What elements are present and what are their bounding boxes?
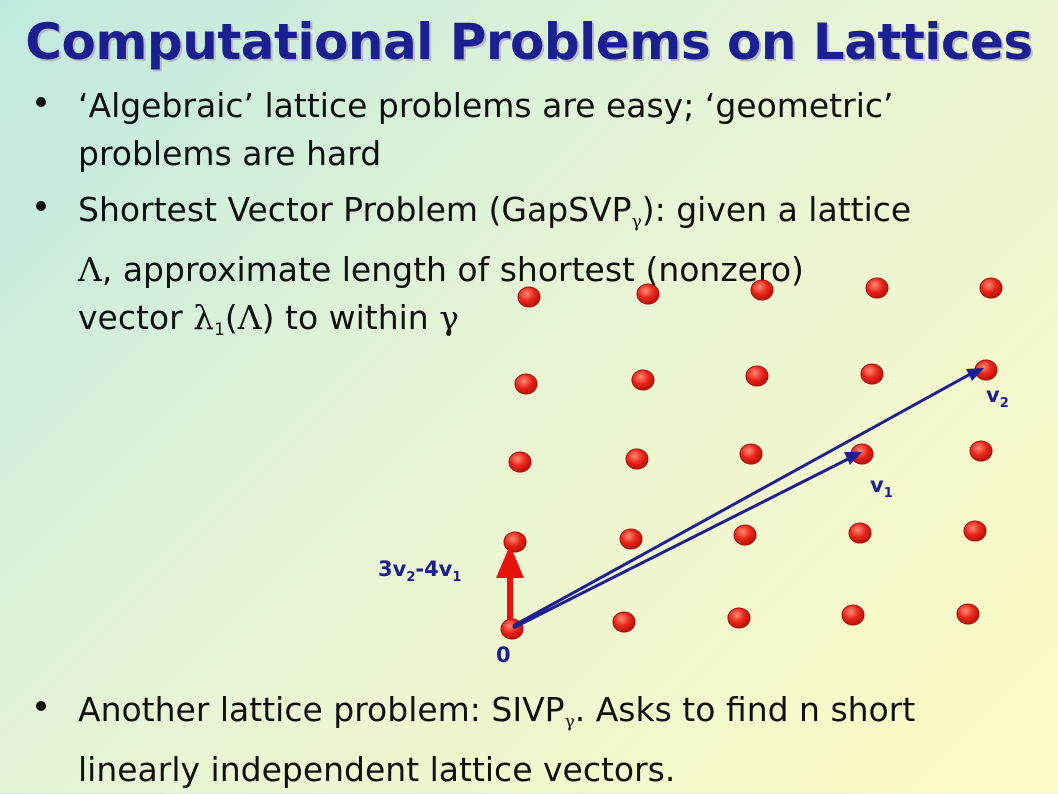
lattice-point bbox=[508, 451, 532, 473]
bullet-line: vector λ1(Λ) to within γ bbox=[78, 294, 1036, 354]
bullet-text: ): given a lattice bbox=[641, 190, 912, 229]
label-origin: 0 bbox=[496, 643, 511, 667]
subscript: 1 bbox=[214, 320, 225, 340]
lattice-point bbox=[727, 607, 751, 629]
label-combination: 3v2-4v1 bbox=[378, 557, 461, 585]
lattice-point bbox=[969, 440, 993, 462]
gamma-subscript: γ bbox=[564, 712, 575, 732]
bullet-text: ) to within bbox=[261, 298, 440, 337]
bullet-line: Another lattice problem: SIVPγ. Asks to … bbox=[78, 686, 1036, 746]
bullet-line: Shortest Vector Problem (GapSVPγ): given… bbox=[78, 186, 1036, 246]
lattice-point bbox=[979, 277, 1003, 299]
lambda-symbol: Λ bbox=[237, 298, 262, 337]
lattice-point bbox=[514, 373, 538, 395]
lattice-point bbox=[503, 531, 527, 553]
bullet-text: problems are hard bbox=[78, 134, 382, 173]
lattice-point bbox=[733, 524, 757, 546]
lattice-point bbox=[517, 286, 541, 308]
vector-v2-arrowhead bbox=[966, 368, 984, 381]
bullet-dot bbox=[36, 701, 46, 711]
label-v1: v1 bbox=[870, 473, 893, 501]
lattice-point bbox=[865, 277, 889, 299]
lattice-point bbox=[612, 611, 636, 633]
bullet-text: Shortest Vector Problem (GapSVP bbox=[78, 190, 632, 229]
bullet-text: vector bbox=[78, 298, 194, 337]
bullet-sivp: Another lattice problem: SIVPγ. Asks to … bbox=[36, 686, 1036, 794]
lattice-point bbox=[636, 283, 660, 305]
lattice-point bbox=[745, 365, 769, 387]
bullet-dot bbox=[36, 201, 46, 211]
lattice-point bbox=[750, 279, 774, 301]
lattice-point bbox=[841, 604, 865, 626]
vector-v1 bbox=[512, 455, 853, 630]
gamma-subscript: γ bbox=[631, 212, 642, 232]
lambda-symbol: Λ bbox=[78, 250, 102, 289]
label-v2: v2 bbox=[986, 383, 1009, 411]
lattice-point bbox=[848, 522, 872, 544]
slide-title: Computational Problems on Lattices bbox=[25, 13, 1033, 71]
lambda-symbol: λ bbox=[193, 298, 215, 337]
bullet-dot bbox=[36, 97, 46, 107]
vector-v2 bbox=[512, 370, 975, 628]
lattice-point bbox=[956, 603, 980, 625]
lattice-point bbox=[631, 369, 655, 391]
bullet-text: , approximate length of shortest (nonzer… bbox=[101, 250, 804, 289]
lattice-point bbox=[860, 363, 884, 385]
lattice-points bbox=[500, 277, 1003, 640]
bullet-svp: Shortest Vector Problem (GapSVPγ): given… bbox=[36, 186, 1036, 354]
bullet-text: Another lattice problem: SIVP bbox=[78, 690, 565, 729]
bullet-algebraic: ‘Algebraic’ lattice problems are easy; ‘… bbox=[36, 82, 1036, 178]
bullet-text: ‘Algebraic’ lattice problems are easy; ‘… bbox=[78, 86, 894, 125]
vector-short-arrowhead bbox=[496, 545, 524, 578]
vector-v1-arrowhead bbox=[844, 452, 862, 465]
bullet-text: . Asks to find n short bbox=[574, 690, 916, 729]
lattice-point bbox=[963, 520, 987, 542]
lattice-point bbox=[625, 448, 649, 470]
bullet-text: linearly independent lattice vectors. bbox=[78, 750, 676, 789]
lattice-point bbox=[739, 443, 763, 465]
lattice-point bbox=[619, 528, 643, 550]
bullet-text: ( bbox=[224, 298, 238, 337]
gamma-symbol: γ bbox=[439, 298, 459, 337]
bullet-line: Λ, approximate length of shortest (nonze… bbox=[78, 246, 1036, 294]
